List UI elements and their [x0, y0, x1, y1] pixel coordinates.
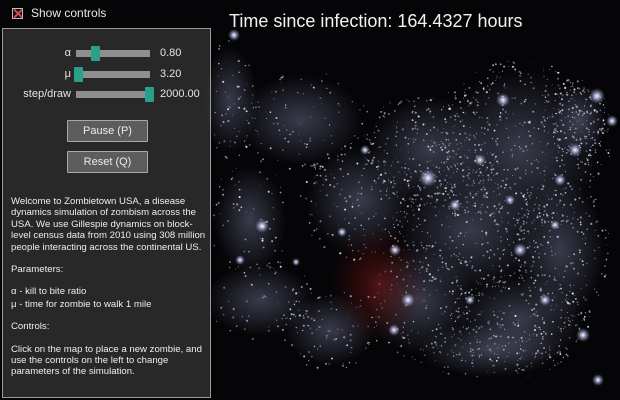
step-draw-slider[interactable]	[76, 87, 154, 102]
step-draw-label: step/draw	[23, 88, 71, 100]
param-mu-text: μ - time for zombie to walk 1 mile	[11, 298, 152, 310]
parameters-heading: Parameters:	[11, 264, 64, 276]
city-lights	[228, 29, 618, 386]
description: Welcome to Zombietown USA, a disease dyn…	[11, 196, 207, 389]
alpha-slider-row: α 0.80	[3, 46, 212, 62]
alpha-value: 0.80	[160, 47, 182, 59]
step-slider-row: step/draw 2000.00	[3, 87, 212, 103]
param-alpha-text: α - kill to bite ratio	[11, 286, 87, 298]
mu-label: μ	[64, 68, 71, 80]
step-draw-value: 2000.00	[160, 88, 200, 100]
time-since-infection-title: Time since infection: 164.4327 hours	[229, 11, 523, 31]
mu-slider-thumb[interactable]	[74, 67, 84, 82]
alpha-slider[interactable]	[76, 46, 150, 61]
pause-button[interactable]: Pause (P)	[67, 120, 148, 142]
population-haze	[203, 46, 607, 377]
mu-value: 3.20	[160, 68, 182, 80]
controls-text: Click on the map to place a new zombie, …	[11, 343, 202, 378]
show-controls-label: Show controls	[31, 6, 107, 20]
alpha-slider-thumb[interactable]	[90, 46, 100, 61]
intro-text: Welcome to Zombietown USA, a disease dyn…	[11, 196, 206, 253]
show-controls-toggle[interactable]: Show controls	[12, 6, 106, 20]
step-draw-slider-thumb[interactable]	[144, 87, 154, 102]
reset-button[interactable]: Reset (Q)	[67, 151, 148, 173]
controls-panel: α 0.80 μ 3.20 step/draw 2000.00 Pause (P…	[2, 28, 211, 398]
infection-region	[330, 225, 426, 345]
mu-slider[interactable]	[74, 67, 150, 82]
mu-slider-row: μ 3.20	[3, 67, 212, 83]
controls-heading: Controls:	[11, 321, 50, 333]
alpha-label: α	[64, 47, 71, 59]
checkbox-checked-x-icon[interactable]	[12, 7, 23, 19]
